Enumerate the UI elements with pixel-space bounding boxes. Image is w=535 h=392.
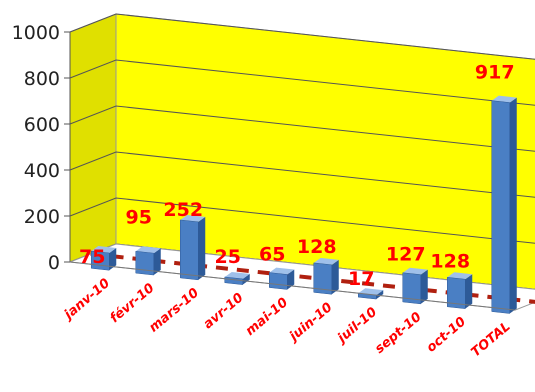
bar-top	[313, 257, 339, 265]
bar-side	[242, 273, 250, 285]
data-label: 95	[126, 206, 152, 228]
bar	[180, 219, 199, 281]
bar-top	[135, 246, 161, 254]
x-tick-label: févr-10	[107, 281, 157, 326]
bar-top	[224, 271, 250, 279]
data-label: 128	[430, 250, 470, 272]
bar-side	[376, 290, 384, 300]
bar	[402, 272, 421, 305]
data-label: 917	[475, 62, 515, 84]
y-tick-label: 1000	[12, 22, 60, 44]
bar	[313, 262, 332, 295]
bar-top	[269, 267, 295, 275]
data-label: 25	[215, 246, 241, 268]
gridline	[69, 13, 535, 60]
y-tick-label: 400	[24, 160, 60, 182]
chart-walls	[69, 13, 535, 290]
bar-side	[509, 97, 517, 314]
bar-top	[491, 95, 517, 103]
bar-side	[287, 269, 295, 290]
y-tick-label: 200	[24, 206, 60, 228]
bar-top	[91, 246, 117, 253]
bar-top	[402, 267, 428, 275]
floor-dash-line	[90, 251, 535, 304]
x-tick-label: TOTAL	[469, 319, 514, 360]
bar	[491, 100, 510, 314]
y-tick-label: 800	[24, 68, 60, 90]
side-wall	[69, 13, 117, 263]
bar-side	[198, 216, 206, 280]
y-tick-label: 600	[24, 114, 60, 136]
gridline	[69, 151, 535, 198]
x-axis-line	[69, 261, 516, 311]
bar-side	[420, 269, 428, 304]
x-tick-label: janv-10	[60, 276, 113, 324]
data-label: 65	[259, 244, 285, 266]
x-tick-label: juin-10	[285, 300, 335, 346]
data-label: 127	[386, 244, 426, 266]
gridline	[69, 197, 535, 244]
gridline	[69, 105, 535, 152]
gridline	[69, 59, 535, 106]
bar	[447, 277, 466, 309]
x-tick-label: sept-10	[372, 310, 424, 357]
data-label: 17	[348, 268, 374, 290]
x-tick-label: mai-10	[243, 295, 291, 339]
bar	[269, 272, 288, 290]
y-axis: 0 200 400 600 800 1000	[12, 22, 71, 274]
bar-side	[109, 247, 117, 271]
data-label: 128	[297, 236, 337, 258]
y-tick-label: 0	[48, 252, 60, 274]
x-tick-label: oct-10	[424, 314, 469, 355]
bar-side	[331, 259, 339, 295]
bar-side	[465, 274, 473, 309]
data-label: 75	[79, 246, 105, 268]
x-tick-label: avr-10	[201, 290, 247, 332]
data-label: 252	[163, 199, 203, 221]
bar-top	[447, 272, 473, 280]
bar	[135, 250, 154, 276]
bar-top	[180, 214, 206, 222]
x-tick-label: juil-10	[334, 305, 380, 347]
bar-side	[153, 248, 161, 276]
